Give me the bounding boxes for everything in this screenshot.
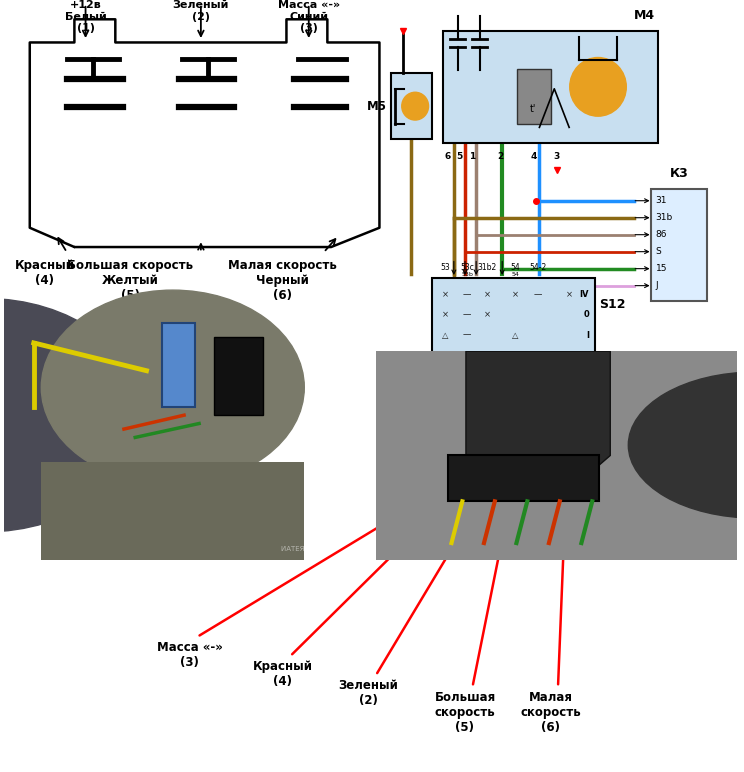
Text: M5: M5 xyxy=(367,100,387,113)
Text: К3: К3 xyxy=(670,167,688,180)
Bar xyxy=(448,455,600,501)
Text: 53b: 53b xyxy=(461,273,473,277)
Text: 15: 15 xyxy=(655,264,667,273)
Bar xyxy=(214,337,263,415)
Text: 1: 1 xyxy=(469,152,475,161)
Text: Большая
скорость
(5): Большая скорость (5) xyxy=(434,691,496,734)
Text: ×: × xyxy=(484,290,491,300)
Text: ×: × xyxy=(565,290,573,300)
Circle shape xyxy=(0,299,143,532)
Text: VI: VI xyxy=(580,391,589,400)
Text: 86: 86 xyxy=(655,230,667,239)
Text: 6: 6 xyxy=(445,152,451,161)
Text: 2: 2 xyxy=(497,152,503,161)
Text: ×: × xyxy=(512,371,519,380)
Text: —: — xyxy=(463,350,472,360)
Text: Большая скорость
Желтый
(5): Большая скорость Желтый (5) xyxy=(67,259,193,302)
Text: —: — xyxy=(463,391,472,400)
Text: 31b: 31b xyxy=(655,213,673,222)
Bar xyxy=(517,69,551,124)
Text: S: S xyxy=(655,247,661,256)
Text: △: △ xyxy=(513,391,519,400)
Text: ×: × xyxy=(441,310,449,320)
Text: ×: × xyxy=(441,371,449,380)
Bar xyxy=(41,462,304,560)
Text: IV: IV xyxy=(580,290,589,300)
Text: ×: × xyxy=(512,290,519,300)
Text: Красный
(4): Красный (4) xyxy=(15,259,75,286)
Text: △: △ xyxy=(513,330,519,340)
Text: ×: × xyxy=(441,290,449,300)
Text: 53: 53 xyxy=(440,262,450,272)
Bar xyxy=(432,278,595,413)
Text: Зеленый
(2): Зеленый (2) xyxy=(339,679,398,707)
Text: ×: × xyxy=(512,350,519,360)
Text: ×: × xyxy=(441,350,449,360)
Text: —: — xyxy=(463,371,472,380)
Text: 3: 3 xyxy=(554,152,559,161)
Text: Масса «-»
Синий
(3): Масса «-» Синий (3) xyxy=(278,0,340,33)
Bar xyxy=(443,31,658,143)
Text: Малая
скорость
(6): Малая скорость (6) xyxy=(520,691,581,734)
Text: I: I xyxy=(586,330,589,340)
Text: 5: 5 xyxy=(457,152,463,161)
Text: 53c: 53c xyxy=(461,262,474,272)
Circle shape xyxy=(42,290,304,485)
Polygon shape xyxy=(466,351,610,486)
Text: —: — xyxy=(463,330,472,340)
Text: —: — xyxy=(463,290,472,300)
Text: ×: × xyxy=(484,310,491,320)
Text: △: △ xyxy=(442,330,448,340)
Text: +12в
Белый
(1): +12в Белый (1) xyxy=(65,0,106,33)
Text: 54-2: 54-2 xyxy=(529,262,547,272)
Text: III: III xyxy=(580,371,589,380)
Text: 31: 31 xyxy=(655,196,667,205)
Text: △: △ xyxy=(442,391,448,400)
Circle shape xyxy=(570,58,626,116)
Text: Малая скорость
Черный
(6): Малая скорость Черный (6) xyxy=(228,259,337,302)
Text: Зеленый
(2): Зеленый (2) xyxy=(173,0,229,22)
Text: J: J xyxy=(655,281,658,290)
Text: M4: M4 xyxy=(634,8,655,22)
Bar xyxy=(391,73,432,139)
Bar xyxy=(161,323,196,407)
Text: —: — xyxy=(463,310,472,320)
Text: II: II xyxy=(583,350,589,360)
Text: 54: 54 xyxy=(512,273,519,277)
Circle shape xyxy=(402,93,429,120)
Bar xyxy=(651,189,707,301)
Text: S12: S12 xyxy=(599,299,626,311)
Text: t': t' xyxy=(530,104,536,114)
Text: 0: 0 xyxy=(583,310,589,320)
Text: ИАТЕЯШ ЗС: ИАТЕЯШ ЗС xyxy=(280,547,323,552)
Text: —: — xyxy=(533,290,542,300)
Text: 4: 4 xyxy=(531,152,537,161)
Text: Красный
(4): Красный (4) xyxy=(253,660,312,688)
Text: 54: 54 xyxy=(510,262,521,272)
Text: Масса «-»
(3): Масса «-» (3) xyxy=(157,641,222,669)
Circle shape xyxy=(628,372,744,518)
Text: 31b2: 31b2 xyxy=(478,262,497,272)
